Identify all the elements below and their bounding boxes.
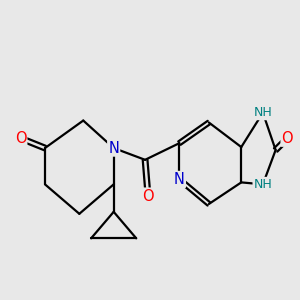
- Text: O: O: [282, 131, 293, 146]
- Text: N: N: [108, 140, 119, 155]
- Text: NH: NH: [254, 178, 272, 191]
- Text: N: N: [174, 172, 185, 187]
- Text: NH: NH: [254, 106, 272, 119]
- Text: O: O: [142, 189, 154, 204]
- Text: O: O: [15, 131, 26, 146]
